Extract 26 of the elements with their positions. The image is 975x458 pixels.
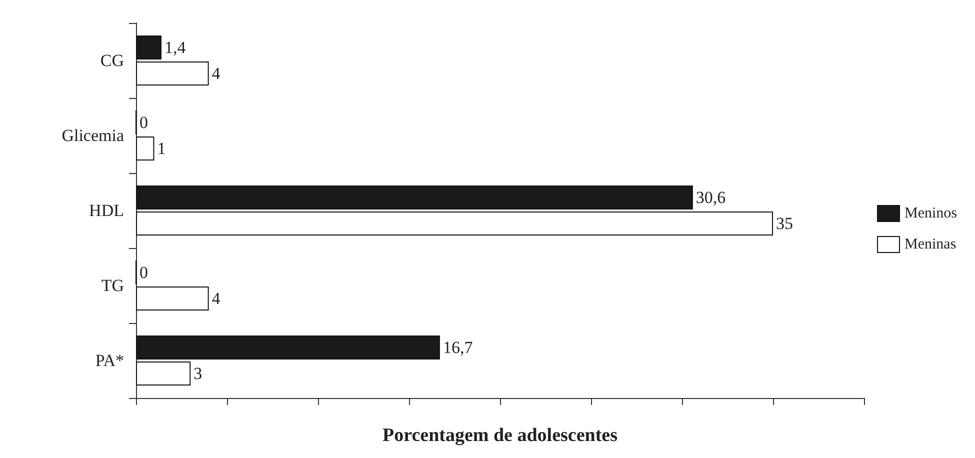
data-label: 1,4: [164, 38, 186, 58]
data-label: 30,6: [696, 188, 726, 208]
bar: [136, 36, 162, 60]
bar: [136, 61, 209, 86]
x-axis-title: Porcentagem de adolescentes: [382, 425, 618, 446]
data-label: 16,7: [442, 338, 474, 358]
y-tick-label: TG: [101, 276, 124, 295]
bar: [136, 186, 693, 210]
legend-label: Meninos: [904, 206, 958, 222]
data-label: 0: [140, 113, 148, 132]
data-label: 35: [776, 214, 793, 233]
data-label: 0: [140, 263, 148, 282]
y-tick-label: HDL: [89, 201, 124, 220]
data-label: 1: [157, 138, 166, 158]
data-label: 4: [212, 64, 221, 83]
data-label: 4: [212, 288, 221, 308]
data-label: 3: [194, 364, 202, 383]
y-tick-label: Glicemia: [62, 126, 124, 145]
bar: [136, 136, 154, 160]
legend-label: Meninas: [904, 236, 956, 252]
bar: [136, 211, 773, 236]
y-tick-label: CG: [100, 51, 124, 70]
bar: [136, 286, 209, 310]
y-tick-label: PA*: [95, 351, 124, 370]
bar: [136, 361, 191, 386]
bar: [136, 336, 440, 360]
